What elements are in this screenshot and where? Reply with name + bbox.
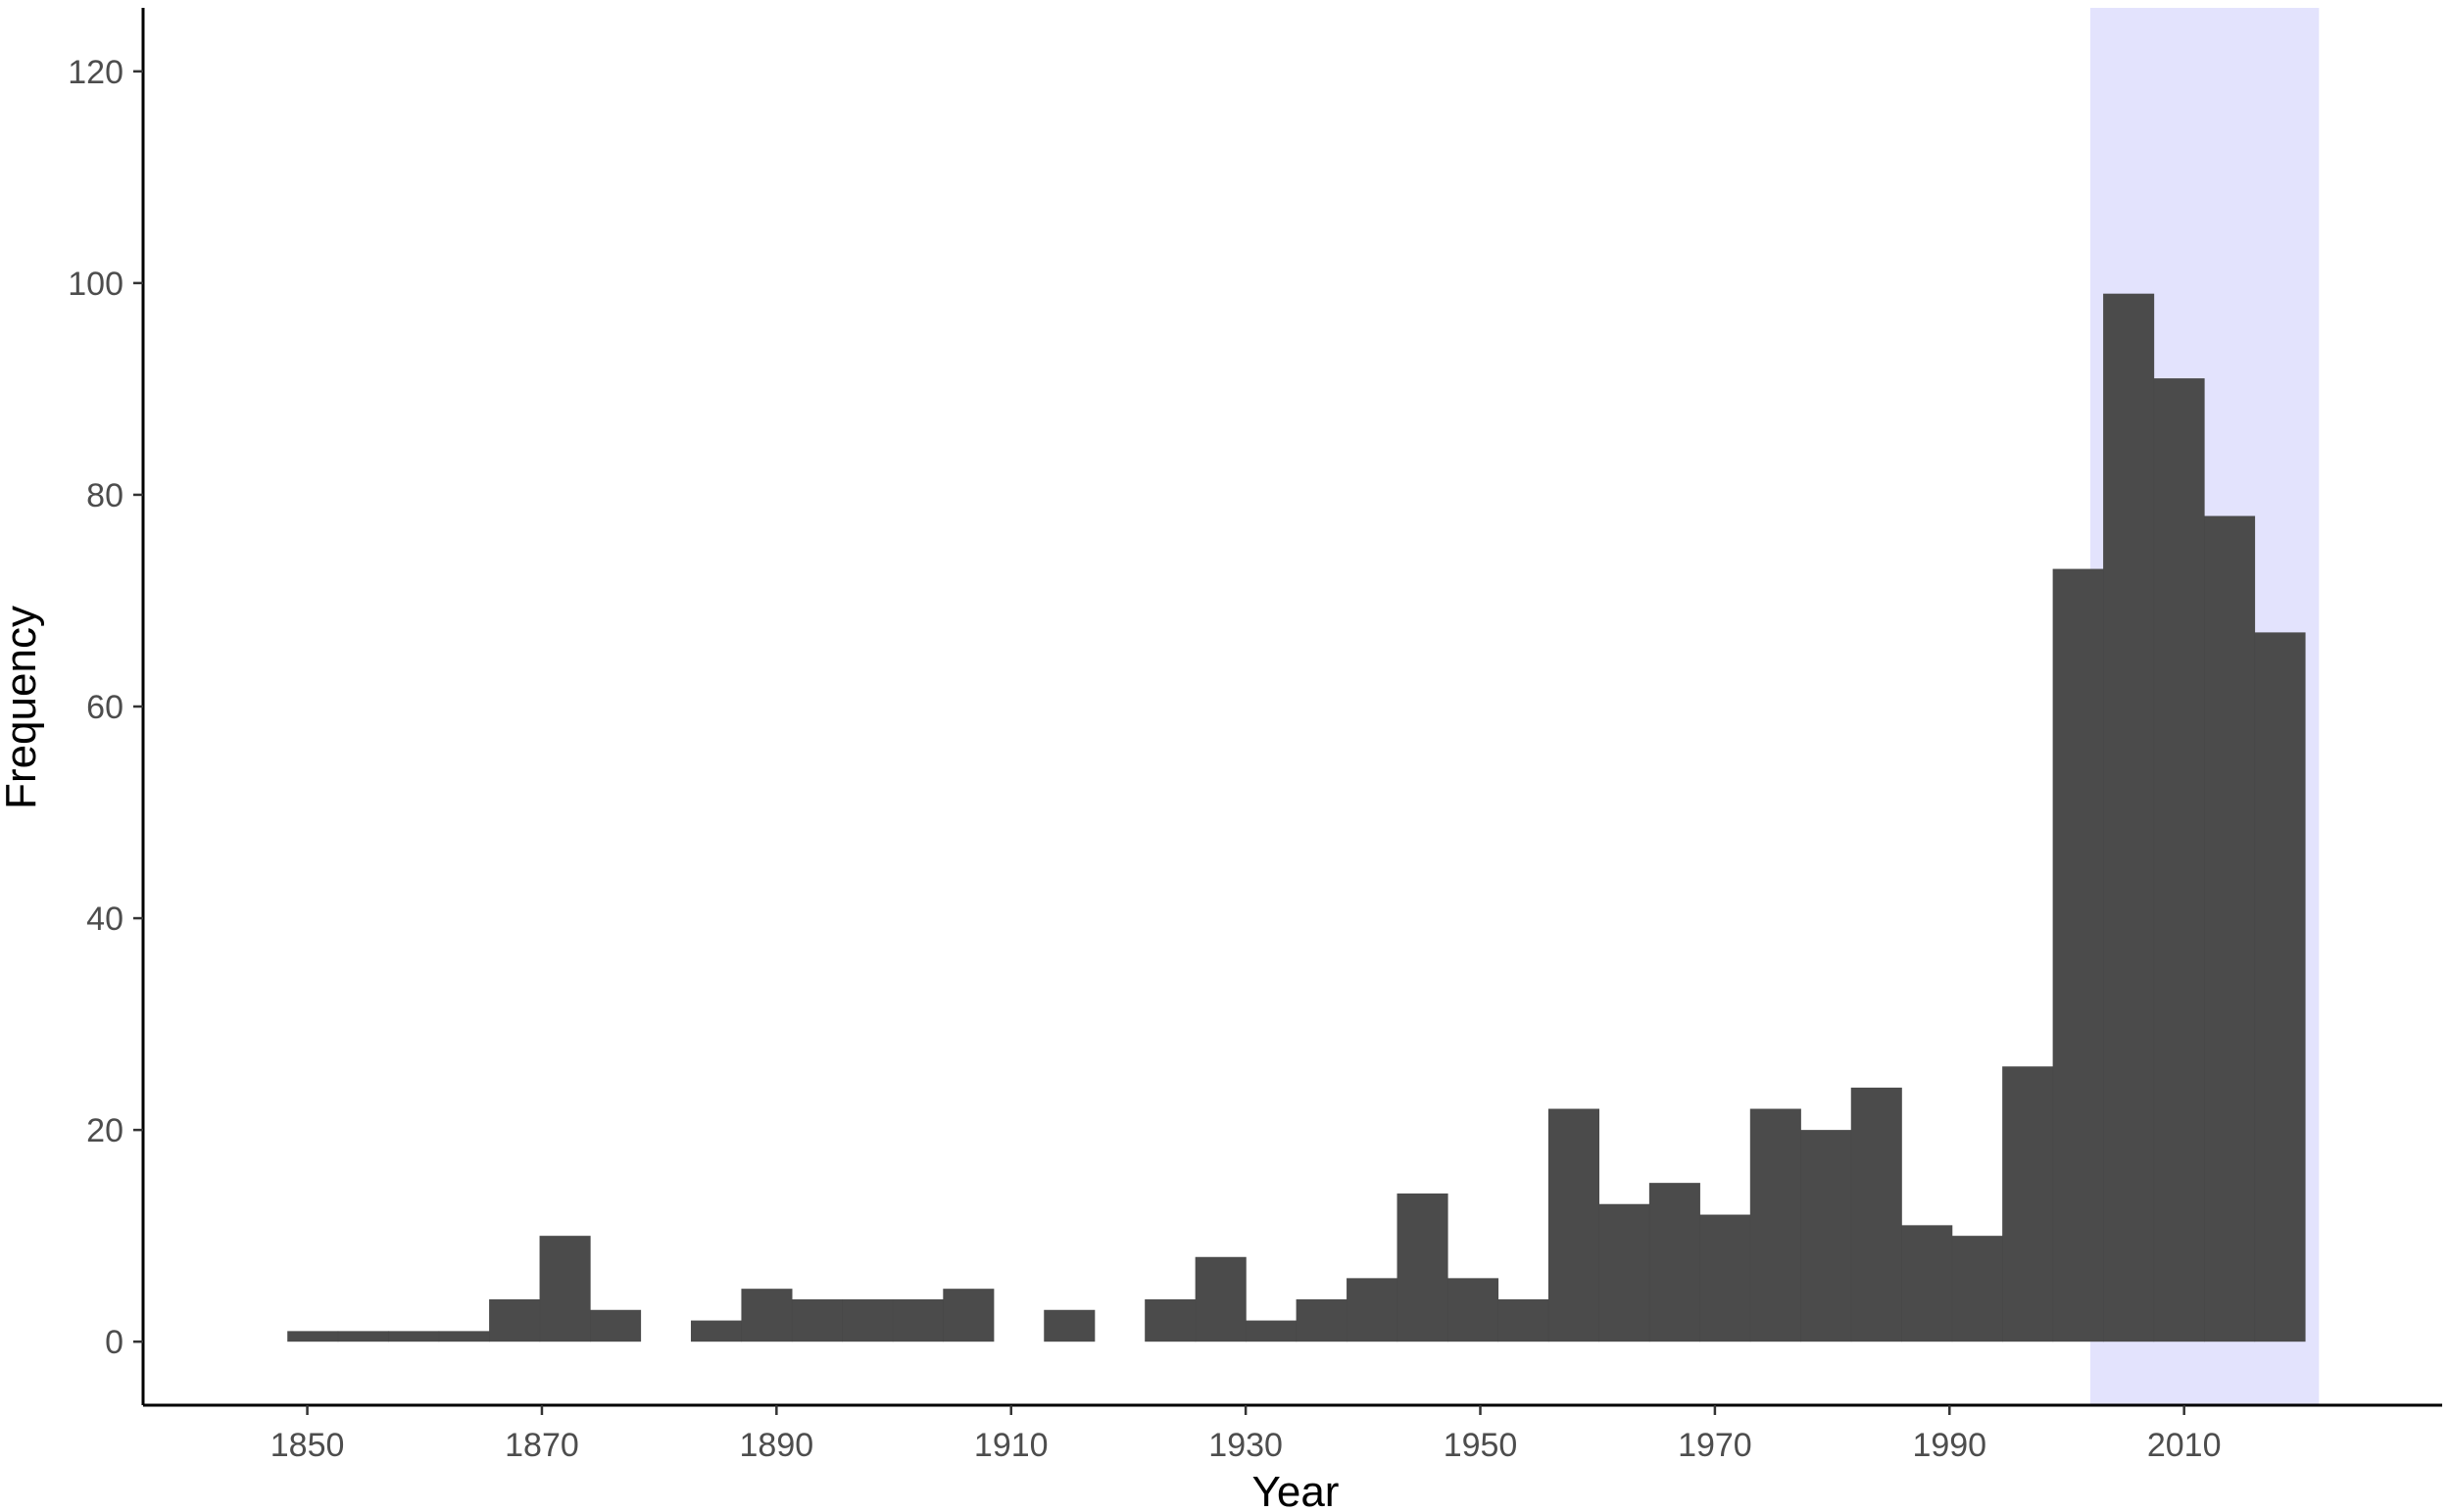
histogram-bar <box>2254 632 2306 1342</box>
histogram-bar <box>1145 1298 1197 1342</box>
y-axis-title: Frequency <box>0 606 45 809</box>
histogram-bar <box>2052 568 2104 1342</box>
histogram-bar <box>1396 1193 1448 1342</box>
histogram-bar <box>1347 1278 1398 1342</box>
histogram-bar <box>1951 1236 2003 1342</box>
x-tick-label: 2010 <box>2147 1427 2222 1464</box>
y-tick-label: 0 <box>105 1324 123 1361</box>
histogram-bar <box>1648 1183 1700 1342</box>
histogram-bar <box>1296 1298 1348 1342</box>
histogram-bar <box>337 1331 389 1342</box>
x-tick-label: 1890 <box>740 1427 814 1464</box>
histogram-bar <box>2002 1066 2054 1342</box>
x-tick-label: 1970 <box>1678 1427 1752 1464</box>
histogram-bar <box>287 1331 339 1342</box>
histogram-bar <box>1246 1320 1298 1342</box>
y-tick-label: 20 <box>86 1112 123 1149</box>
histogram-bar <box>1497 1298 1549 1342</box>
x-tick-label: 1850 <box>270 1427 345 1464</box>
x-axis-title: Year <box>1252 1468 1340 1512</box>
y-tick-label: 120 <box>68 54 123 91</box>
histogram-bar <box>1044 1309 1096 1342</box>
histogram-bar <box>791 1298 843 1342</box>
histogram-bar <box>1901 1225 1953 1342</box>
histogram-bar <box>1749 1108 1801 1342</box>
x-tick-label: 1930 <box>1208 1427 1283 1464</box>
histogram-bar <box>1800 1130 1852 1342</box>
x-tick-label: 1910 <box>974 1427 1049 1464</box>
histogram-bar <box>489 1298 541 1342</box>
bars-layer <box>287 293 2306 1342</box>
histogram-bar <box>438 1331 490 1342</box>
tick-labels-layer: 0 20 40 60 80 100 120 1850 1870 1890 1910 1930 1950 1… <box>68 54 2221 1464</box>
histogram-bar <box>539 1236 591 1342</box>
x-tick-label: 1870 <box>505 1427 579 1464</box>
histogram-bar <box>1850 1087 1902 1342</box>
histogram-bar <box>2153 378 2205 1342</box>
histogram-bar <box>1547 1108 1600 1342</box>
y-tick-label: 40 <box>86 901 123 938</box>
x-tick-label: 1990 <box>1912 1427 1986 1464</box>
histogram-bar <box>1598 1203 1650 1342</box>
axes-layer <box>133 8 2442 1415</box>
histogram-bar <box>741 1289 793 1342</box>
y-tick-label: 60 <box>86 689 123 726</box>
histogram-bar <box>1195 1256 1247 1342</box>
y-tick-label: 100 <box>68 266 123 303</box>
histogram-bar <box>1699 1214 1751 1342</box>
histogram-bar <box>892 1298 944 1342</box>
histogram-bar <box>943 1289 995 1342</box>
x-tick-label: 1950 <box>1444 1427 1518 1464</box>
histogram-bar <box>842 1298 894 1342</box>
histogram-bar <box>388 1331 440 1342</box>
histogram-bar <box>690 1320 743 1342</box>
histogram-bar <box>2204 515 2256 1342</box>
histogram-bar <box>590 1309 642 1342</box>
y-tick-label: 80 <box>86 477 123 514</box>
histogram-bar <box>2103 293 2155 1342</box>
histogram-bar <box>1446 1278 1499 1342</box>
